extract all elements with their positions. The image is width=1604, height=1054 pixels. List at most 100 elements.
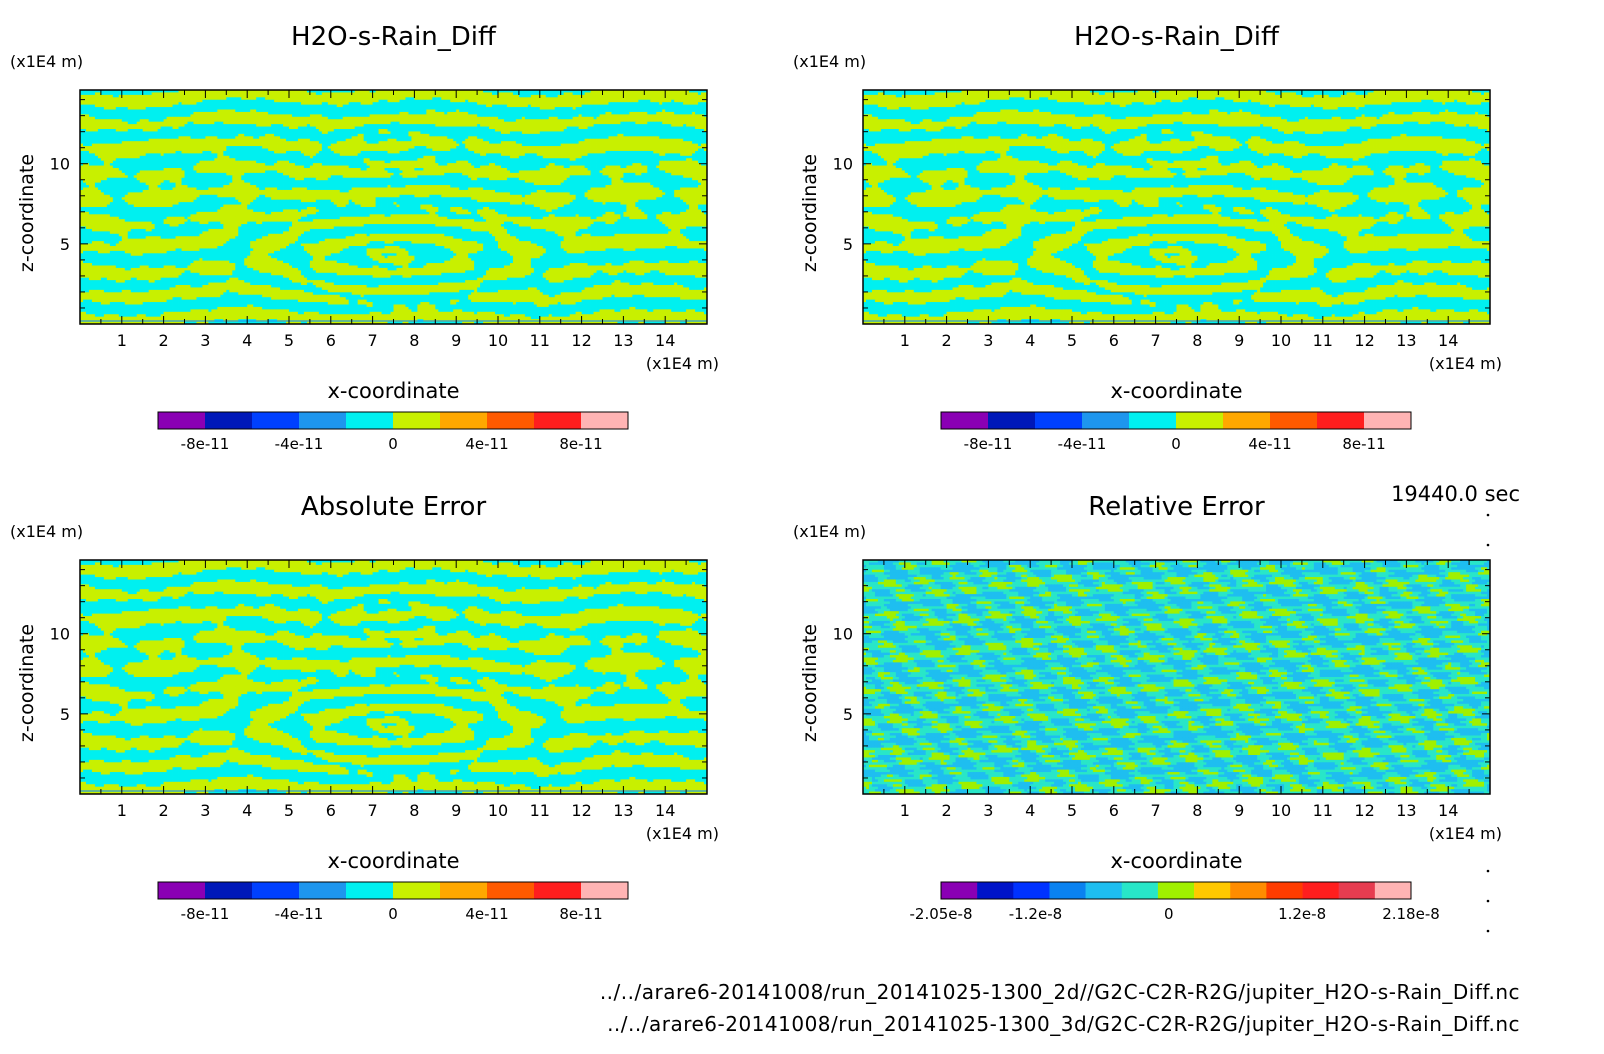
heatmap-cell (382, 92, 385, 95)
heatmap-cell (319, 92, 322, 95)
heatmap-cell (322, 92, 325, 95)
heatmap-cell (304, 92, 307, 95)
heatmap-cell (573, 92, 576, 95)
heatmap-cell (107, 92, 110, 95)
heatmap-cell (597, 92, 600, 95)
heatmap-cell (480, 92, 483, 95)
heatmap-cell (447, 92, 450, 95)
heatmap-cell (441, 92, 444, 95)
heatmap-cell (262, 92, 265, 95)
heatmap-cell (492, 92, 495, 95)
heatmap-cell (614, 92, 617, 95)
heatmap-cell (552, 92, 555, 95)
heatmap-cell (626, 92, 629, 95)
heatmap-cell (289, 92, 292, 95)
heatmap-cell (185, 92, 188, 95)
heatmap-cell (116, 92, 119, 95)
heatmap-cell (543, 92, 546, 95)
heatmap-cell (358, 92, 361, 95)
heatmap-cell (196, 92, 199, 95)
heatmap-cell (128, 92, 131, 95)
heatmap-cell (519, 92, 522, 95)
heatmap-cell (176, 92, 179, 95)
heatmap-cell (555, 92, 558, 95)
heatmap-cell (465, 92, 468, 95)
heatmap-cell (316, 92, 319, 95)
heatmap-cell (444, 92, 447, 95)
heatmap-cell (576, 92, 579, 95)
heatmap-cell (298, 92, 301, 95)
heatmap-cell (477, 92, 480, 95)
heatmap-cell (283, 92, 286, 95)
heatmap-cell (229, 92, 232, 95)
heatmap-cell (507, 92, 510, 95)
heatmap-cell (468, 92, 471, 95)
heatmap-cell (205, 92, 208, 95)
heatmap-cell (483, 92, 486, 95)
heatmap-cell (385, 92, 388, 95)
heatmap-cell (414, 92, 417, 95)
heatmap-cell (253, 92, 256, 95)
heatmap-cell (220, 92, 223, 95)
heatmap-cell (313, 92, 316, 95)
heatmap-cell (361, 92, 364, 95)
heatmap-cell (173, 92, 176, 95)
heatmap-cell (498, 92, 501, 95)
heatmap-cell (337, 92, 340, 95)
heatmap-cell (92, 92, 95, 95)
heatmap-cell (280, 92, 283, 95)
heatmap-cell (531, 92, 534, 95)
heatmap-cell (417, 92, 420, 95)
heatmap-cell (152, 92, 155, 95)
heatmap-cell (591, 92, 594, 95)
heatmap-cell (193, 92, 196, 95)
heatmap-cell (588, 92, 591, 95)
heatmap-cell (167, 92, 170, 95)
heatmap-cell (367, 92, 370, 95)
heatmap-cell (187, 92, 190, 95)
heatmap-cell (570, 92, 573, 95)
heatmap-cell (271, 92, 274, 95)
heatmap-cell (405, 92, 408, 95)
heatmap-cell (617, 92, 620, 95)
heatmap-cell (146, 92, 149, 95)
chart-panel-1: H2O-s-Rain_Diff(x1E4 m)(x1E4 m)1 2 3 4 5 6 7 8 9… (10, 22, 719, 453)
heatmap-cell (89, 92, 92, 95)
heatmap-cell (525, 92, 528, 95)
heatmap-cell (343, 92, 346, 95)
heatmap-cell (379, 92, 382, 95)
heatmap-cell (388, 92, 391, 95)
heatmap-cell (510, 92, 513, 95)
figure-canvas: H2O-s-Rain_Diff(x1E4 m)(x1E4 m)1 2 3 4 5 6 7 8 9… (0, 0, 1604, 1054)
heatmap-cell (217, 92, 220, 95)
heatmap-cell (208, 92, 211, 95)
heatmap-cell (292, 92, 295, 95)
heatmap-cell (104, 92, 107, 95)
heatmap-cell (426, 92, 429, 95)
heatmap-cell (259, 92, 262, 95)
heatmap-cell (420, 92, 423, 95)
heatmap-cell (561, 92, 564, 95)
heatmap-cell (238, 92, 241, 95)
heatmap-cell (567, 92, 570, 95)
heatmap-cell (310, 92, 313, 95)
heatmap-cell (528, 92, 531, 95)
heatmap-cell (134, 92, 137, 95)
heatmap-cell (623, 92, 626, 95)
heatmap-cell (486, 92, 489, 95)
heatmap-cell (256, 92, 259, 95)
heatmap-cell (334, 92, 337, 95)
y-axis-unit: (x1E4 m) (10, 52, 83, 71)
heatmap-cell (611, 92, 614, 95)
heatmap-cell (608, 92, 611, 95)
heatmap-cell (585, 92, 588, 95)
heatmap-cell (546, 92, 549, 95)
heatmap-cell (340, 92, 343, 95)
heatmap-cell (268, 92, 271, 95)
heatmap-cell (125, 92, 128, 95)
heatmap-cell (582, 92, 585, 95)
heatmap-cell (376, 92, 379, 95)
heatmap-cell (435, 92, 438, 95)
heatmap-cell (471, 92, 474, 95)
heatmap-cell (164, 92, 167, 95)
